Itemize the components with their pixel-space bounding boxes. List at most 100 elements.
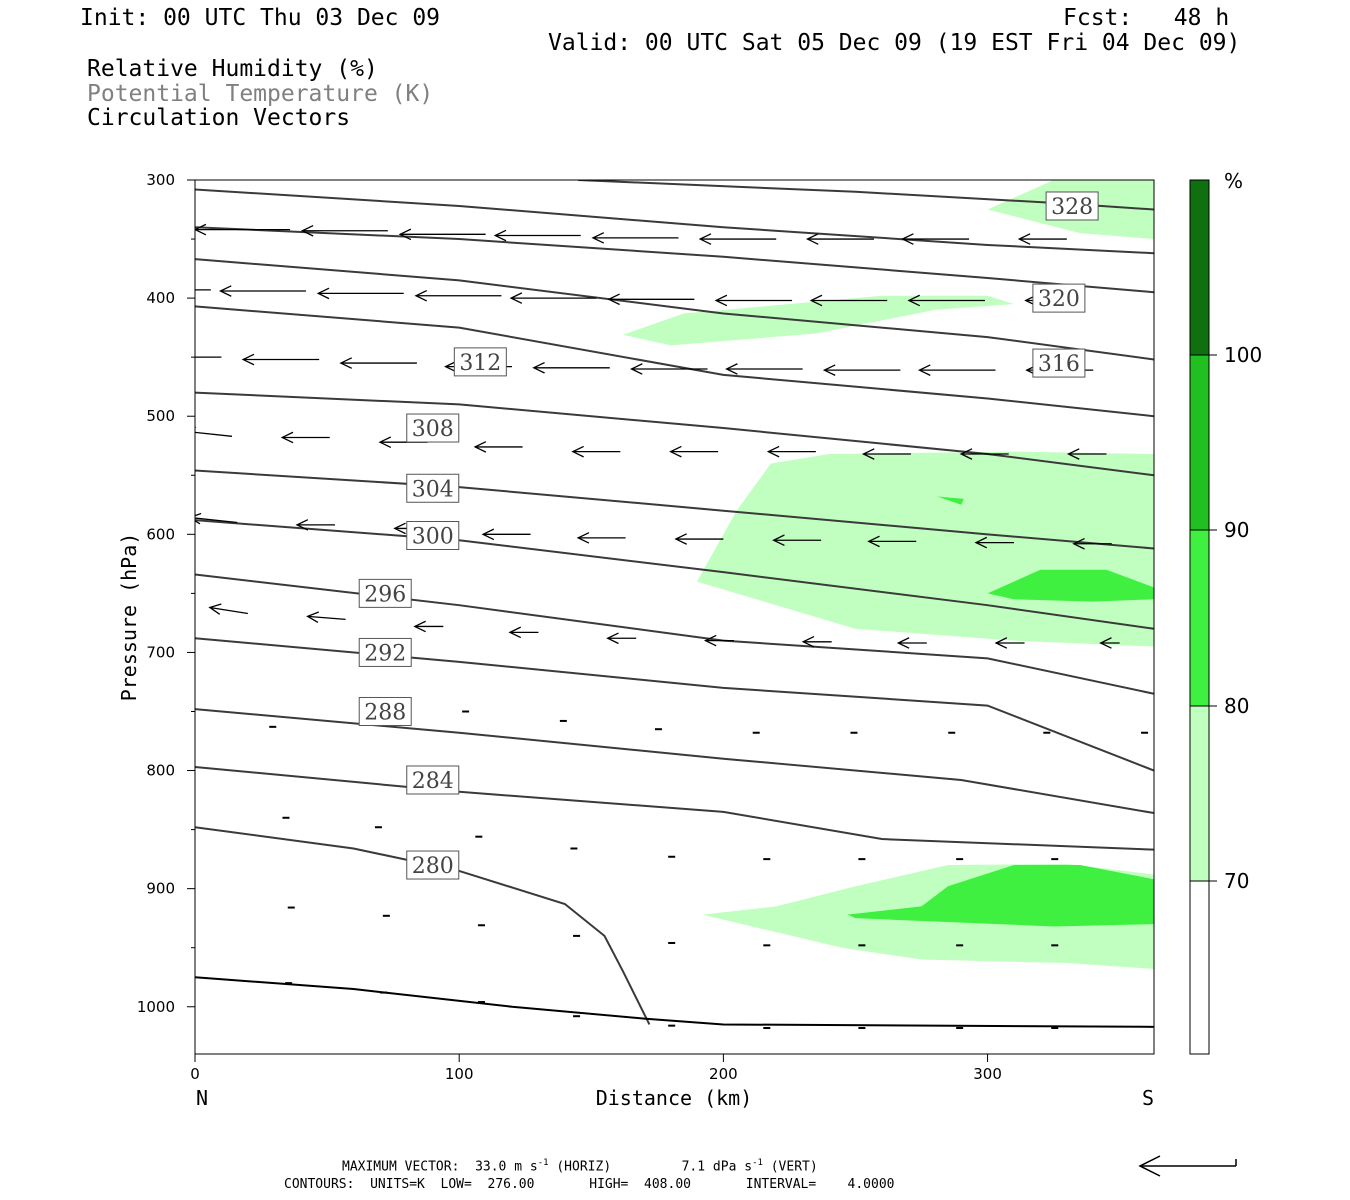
- y-axis-title: Pressure (hPa): [117, 533, 141, 702]
- vector-arrow: [100, 222, 195, 232]
- vector-arrow: [413, 620, 444, 633]
- svg-text:320: 320: [1038, 287, 1080, 312]
- vector-arrow: [218, 285, 306, 297]
- y-tick-label: 700: [146, 643, 175, 661]
- vector-arrow: [1017, 233, 1067, 245]
- colorbar-label: 80: [1224, 694, 1249, 718]
- theta-contour-300: [195, 519, 1154, 630]
- vector-arrow: [571, 445, 621, 458]
- plot-frame: [194, 179, 1155, 1055]
- colorbar-segment: [1189, 705, 1210, 882]
- field-theta: Potential Temperature (K): [87, 81, 434, 107]
- colorbar-segment: [1189, 179, 1210, 356]
- svg-text:312: 312: [459, 351, 501, 376]
- theta-contour-284: [195, 766, 1154, 851]
- rh-region-80-4: [937, 496, 964, 505]
- svg-text:288: 288: [364, 700, 406, 725]
- vector-arrow: [801, 635, 832, 648]
- colorbar-label: 70: [1224, 869, 1249, 893]
- vector-arrow: [896, 637, 927, 649]
- theta-contour-328: [578, 180, 1154, 211]
- contour-label-320: 320: [1032, 283, 1086, 313]
- theta-contour-312: [195, 305, 1154, 418]
- y-tick-label: 800: [146, 762, 175, 780]
- vector-arrow: [195, 426, 233, 438]
- x-tick-label: 200: [709, 1065, 738, 1083]
- svg-text:300: 300: [412, 525, 454, 550]
- vector-arrow: [316, 287, 404, 300]
- vector-arrow: [917, 364, 996, 376]
- vector-arrow: [591, 232, 679, 244]
- y-tick-label: 300: [146, 171, 175, 189]
- vector-arrow: [241, 353, 320, 366]
- vector-arrow: [509, 292, 597, 304]
- field-rh: Relative Humidity (%): [87, 56, 378, 82]
- contour-label-288: 288: [358, 696, 412, 726]
- svg-text:296: 296: [364, 582, 406, 607]
- rh-region-80-6: [847, 865, 1154, 927]
- colorbar-segment: [1189, 880, 1210, 1055]
- max-vector-text: MAXIMUM VECTOR: 33.0 m s-1 (HORIZ) 7.1 d…: [342, 1158, 818, 1175]
- vector-arrow: [493, 229, 581, 242]
- circulation-vectors: [100, 222, 1149, 1030]
- vector-arrow: [195, 223, 291, 236]
- vector-arrow: [1066, 448, 1107, 460]
- contour-label-292: 292: [358, 637, 412, 667]
- theta-contour-304: [195, 469, 1154, 550]
- vector-arrow: [398, 228, 486, 241]
- y-tick-label: 900: [146, 880, 175, 898]
- vector-arrow: [669, 445, 719, 458]
- axes: 300 400 500 600 700 800 900 1000 0 100 200 300: [137, 171, 1002, 1083]
- vector-arrow: [1099, 637, 1120, 649]
- forecast-hour: Fcst: 48 h: [1063, 5, 1230, 31]
- contour-label-304: 304: [406, 473, 460, 503]
- x-tick-label: 300: [973, 1065, 1002, 1083]
- vector-arrow: [907, 294, 985, 307]
- x-tick-label: 100: [445, 1065, 474, 1083]
- svg-text:308: 308: [412, 417, 454, 442]
- vector-arrow: [607, 293, 695, 306]
- x-end-label-south: S: [1142, 1086, 1154, 1110]
- rh-region-80-3: [987, 569, 1154, 602]
- svg-text:316: 316: [1038, 352, 1080, 377]
- vector-arrow: [195, 356, 222, 358]
- contour-label-308: 308: [406, 413, 460, 443]
- vector-arrow: [974, 536, 1014, 549]
- theta-contour-308: [195, 391, 1154, 477]
- field-vectors: Circulation Vectors: [87, 105, 351, 131]
- colorbar: 70 80 90 100%: [1189, 169, 1262, 1055]
- vector-arrow: [414, 289, 502, 302]
- theta-contour-324: [195, 188, 1154, 255]
- vector-arrow: [901, 233, 970, 245]
- svg-text:284: 284: [412, 769, 454, 794]
- vector-arrow: [280, 431, 330, 444]
- vector-arrow: [630, 363, 708, 375]
- vector-arrow: [532, 361, 610, 374]
- vector-arrow: [473, 441, 523, 453]
- terrain-line: [195, 976, 1154, 1028]
- contour-label-316: 316: [1032, 348, 1086, 378]
- vector-arrow: [867, 535, 917, 548]
- rh-region-70-2: [696, 451, 1154, 647]
- colorbar-segment: [1189, 354, 1210, 531]
- svg-text:280: 280: [412, 854, 454, 879]
- colorbar-label: 90: [1224, 518, 1249, 542]
- vector-arrow: [714, 294, 793, 307]
- vector-arrow: [195, 512, 238, 525]
- vector-arrow: [300, 224, 388, 237]
- colorbar-unit: %: [1224, 169, 1243, 193]
- colorbar-segment: [1189, 529, 1210, 707]
- contour-labels: 280 284 288 292 296 300 304 308 312 316 320 328: [358, 191, 1099, 880]
- vector-arrow: [822, 364, 901, 376]
- theta-contour-292: [195, 637, 1154, 772]
- valid-time: Valid: 00 UTC Sat 05 Dec 09 (19 EST Fri …: [548, 30, 1241, 56]
- y-tick-label: 1000: [137, 998, 175, 1016]
- init-time: Init: 00 UTC Thu 03 Dec 09: [80, 5, 441, 31]
- vector-arrow: [1072, 537, 1112, 550]
- vector-arrow: [208, 603, 248, 615]
- theta-contour-320: [195, 226, 1154, 294]
- vector-arrow: [576, 532, 626, 544]
- contour-label-312: 312: [453, 347, 507, 377]
- y-tick-label: 400: [146, 289, 175, 307]
- vector-arrow: [698, 233, 777, 245]
